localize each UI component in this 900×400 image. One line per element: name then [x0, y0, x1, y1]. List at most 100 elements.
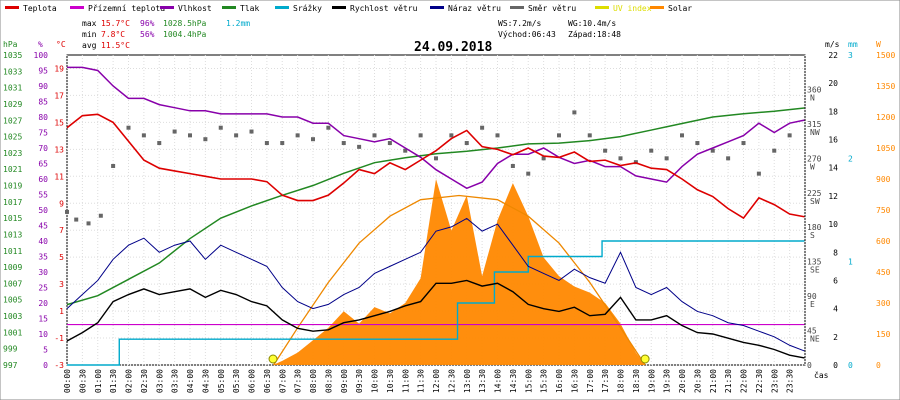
wind-tick-0: 0 — [833, 361, 838, 370]
x-tick-06-30: 06:30 — [263, 369, 272, 393]
solar-axis-unit: W — [876, 40, 881, 49]
x-tick-11-30: 11:30 — [417, 369, 426, 393]
solar-tick-600: 600 — [876, 237, 891, 246]
info-wg: WG:10.4m/s — [568, 19, 616, 28]
stats-max-press: 1028.5hPa — [163, 19, 207, 28]
direction-point-48 — [787, 133, 792, 138]
pressure-tick-1005: 1005 — [3, 296, 22, 305]
legend-label-5: Rychlost větru — [350, 4, 418, 13]
solar-tick-750: 750 — [876, 206, 891, 215]
temperature-tick-17: 17 — [54, 91, 64, 100]
x-tick-20-00: 20:00 — [678, 369, 687, 393]
wind-tick-6: 6 — [833, 276, 838, 285]
pressure-tick-1001: 1001 — [3, 328, 22, 337]
direction-tick-0: 0 — [807, 361, 812, 370]
x-tick-06-00: 06:00 — [248, 369, 257, 393]
info-sunrise: Východ:06:43 — [498, 30, 556, 39]
pressure-tick-1003: 1003 — [3, 312, 22, 321]
direction-point-45 — [741, 141, 746, 146]
x-tick-19-30: 19:30 — [663, 369, 672, 393]
direction-point-32 — [541, 156, 546, 161]
humidity-tick-50: 50 — [38, 206, 48, 215]
wind-tick-4: 4 — [833, 305, 838, 314]
stats-min-label: min — [82, 30, 97, 39]
humidity-tick-15: 15 — [38, 315, 48, 324]
direction-point-16 — [295, 133, 300, 138]
solar-tick-900: 900 — [876, 175, 891, 184]
rain-tick-2: 2 — [848, 154, 853, 163]
x-tick-00-30: 00:30 — [78, 369, 87, 393]
direction-point-36 — [603, 148, 608, 153]
x-tick-21-30: 21:30 — [724, 369, 733, 393]
humidity-tick-20: 20 — [38, 299, 48, 308]
legend: Teplota Přízemní teplota Vlhkost Tlak Srážky… — [5, 4, 692, 13]
direction-point-3 — [98, 213, 103, 218]
x-tick-03-30: 03:30 — [171, 369, 180, 393]
direction-point-13 — [249, 129, 254, 134]
pressure-tick-1017: 1017 — [3, 198, 22, 207]
pressure-tick-1011: 1011 — [3, 247, 22, 256]
direction-point-37 — [618, 156, 623, 161]
legend-swatch-1 — [70, 6, 84, 9]
direction-tick-45: 45 — [807, 327, 817, 336]
solar-tick-1350: 1350 — [876, 82, 895, 91]
y-axes: 1035103310311029102710251023102110191017… — [3, 51, 895, 370]
direction-point-27 — [464, 141, 469, 146]
solar-tick-1500: 1500 — [876, 51, 895, 60]
x-tick-14-00: 14:00 — [494, 369, 503, 393]
pressure-tick-1007: 1007 — [3, 279, 22, 288]
direction-point-35 — [587, 133, 592, 138]
temperature-tick-3: 3 — [59, 280, 64, 289]
x-tick-21-00: 21:00 — [709, 369, 718, 393]
legend-label-7: Směr větru — [528, 4, 576, 13]
stats-avg-temp: 11.5°C — [101, 41, 130, 50]
legend-label-9: Solar — [668, 4, 692, 13]
pressure-tick-1013: 1013 — [3, 230, 22, 239]
temperature-tick-9: 9 — [59, 199, 64, 208]
wind-speed-series — [66, 279, 805, 359]
solar-series — [67, 179, 805, 365]
x-tick-15-00: 15:00 — [524, 369, 533, 393]
humidity-tick-75: 75 — [38, 129, 48, 138]
chart-title: 24.09.2018 — [414, 40, 492, 55]
x-tick-19-00: 19:00 — [647, 369, 656, 393]
direction-point-12 — [234, 133, 239, 138]
pressure-tick-1033: 1033 — [3, 67, 22, 76]
x-tick-13-00: 13:00 — [463, 369, 472, 393]
humidity-tick-65: 65 — [38, 160, 48, 169]
direction-point-28 — [480, 125, 485, 130]
temperature-tick-19: 19 — [54, 64, 64, 73]
direction-point-14 — [264, 141, 269, 146]
pressure-tick-1025: 1025 — [3, 133, 22, 142]
legend-label-0: Teplota — [23, 4, 57, 13]
stats-min-hum: 56% — [140, 30, 155, 39]
solar-tick-1200: 1200 — [876, 113, 895, 122]
x-tick-22-30: 22:30 — [755, 369, 764, 393]
temperature-tick-7: 7 — [59, 226, 64, 235]
solar-tick-450: 450 — [876, 268, 891, 277]
direction-tick-90: 90 — [807, 292, 817, 301]
humidity-tick-55: 55 — [38, 191, 48, 200]
temperature-axis-unit: °C — [56, 40, 66, 49]
wind-tick-16: 16 — [828, 136, 838, 145]
x-tick-12-30: 12:30 — [447, 369, 456, 393]
humidity-axis-unit: % — [38, 40, 43, 49]
direction-point-24 — [418, 133, 423, 138]
x-tick-03-00: 03:00 — [155, 369, 164, 393]
x-tick-07-30: 07:30 — [294, 369, 303, 393]
pressure-tick-1019: 1019 — [3, 182, 22, 191]
rain-tick-0: 0 — [848, 361, 853, 370]
direction-point-20 — [357, 144, 362, 149]
direction-point-4 — [111, 163, 116, 168]
wind-tick-12: 12 — [828, 192, 838, 201]
pressure-axis-unit: hPa — [3, 40, 18, 49]
direction-tick-315: 315 — [807, 120, 822, 129]
x-tick-01-30: 01:30 — [109, 369, 118, 393]
stats-max-label: max — [82, 19, 97, 28]
pressure-tick-999: 999 — [3, 345, 18, 354]
temperature-tick-1: 1 — [59, 307, 64, 316]
legend-swatch-2 — [160, 6, 174, 9]
direction-point-1 — [74, 217, 79, 222]
